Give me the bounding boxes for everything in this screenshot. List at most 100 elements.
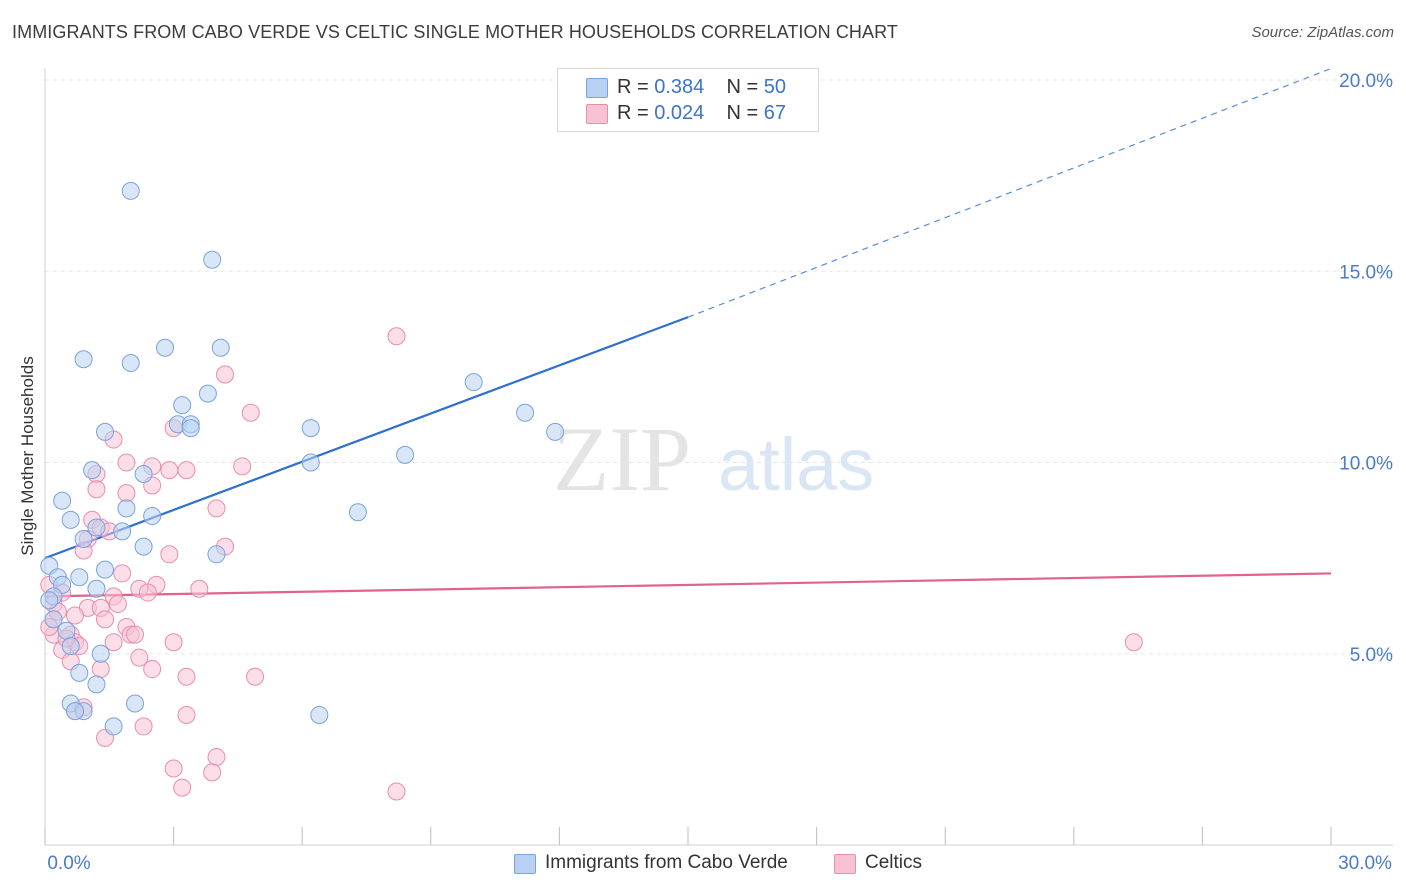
celtics-point: [134, 717, 153, 736]
celtics-point: [91, 660, 110, 679]
cabo-verde-point: [396, 445, 415, 464]
cabo-verde-point: [134, 537, 153, 556]
cabo-verde-point: [301, 453, 320, 472]
y-tick-label: 5.0%: [1350, 645, 1393, 666]
legend-n-label: N =: [726, 102, 759, 124]
celtics-point: [233, 457, 252, 476]
cabo-verde-point: [96, 560, 115, 579]
bottom-legend-label: Immigrants from Cabo Verde: [545, 852, 788, 873]
cabo-verde-point: [143, 507, 162, 526]
legend-r-value: 0.384: [654, 76, 705, 98]
cabo-verde-point: [53, 491, 72, 510]
legend-r-value: 0.024: [654, 102, 705, 124]
bottom-legend-swatch-blue: [514, 854, 536, 874]
celtics-point: [138, 583, 157, 602]
celtics-point: [117, 484, 136, 503]
celtics-point: [96, 610, 115, 629]
cabo-verde-point: [546, 422, 565, 441]
legend-n-value: 50: [763, 76, 787, 98]
legend-swatch-pink: [586, 104, 608, 124]
celtics-point: [177, 461, 196, 480]
legend-n-label: N =: [726, 76, 759, 98]
grid-lines: [45, 79, 1393, 655]
y-tick-label: 15.0%: [1339, 262, 1393, 283]
celtics-point: [241, 403, 260, 422]
tick-labels: 5.0% 10.0% 15.0% 20.0% 0.0% 30.0%: [47, 71, 1393, 874]
celtics-point: [160, 545, 179, 564]
celtics-point: [126, 625, 145, 644]
legend-r-label: R =: [617, 102, 649, 124]
y-axis-label: Single Mother Households: [18, 356, 37, 556]
cabo-verde-point: [464, 373, 483, 392]
cabo-verde-point: [66, 702, 85, 721]
cabo-verde-point: [83, 461, 102, 480]
celtics-point: [113, 564, 132, 583]
legend-swatch-blue: [586, 78, 608, 98]
celtics-point: [207, 499, 226, 518]
y-tick-label: 20.0%: [1339, 71, 1393, 92]
cabo-verde-point: [121, 354, 140, 373]
cabo-verde-point: [70, 568, 89, 587]
cabo-verde-point: [310, 705, 329, 724]
trend-line-cabo-verde-extension: [687, 67, 1332, 318]
cabo-verde-point: [70, 663, 89, 682]
bottom-legend-swatch-pink: [834, 854, 856, 874]
cabo-verde-point: [87, 675, 106, 694]
watermark-zip: ZIP: [553, 408, 691, 510]
celtics-point: [104, 633, 123, 652]
celtics-point: [160, 461, 179, 480]
celtics-point: [117, 453, 136, 472]
cabo-verde-point: [74, 530, 93, 548]
cabo-verde-point: [61, 510, 80, 529]
cabo-verde-point: [57, 621, 76, 640]
cabo-verde-point: [44, 610, 63, 629]
watermark-atlas: atlas: [718, 423, 874, 506]
celtics-point: [143, 660, 162, 679]
celtics-point: [130, 648, 149, 667]
cabo-verde-point: [156, 338, 175, 357]
x-tick-label: 0.0%: [47, 853, 90, 874]
cabo-verde-point: [181, 419, 200, 438]
celtics-point: [108, 595, 127, 614]
cabo-verde-point: [211, 338, 230, 357]
celtics-point: [216, 365, 235, 384]
celtics-point: [246, 667, 265, 686]
y-tick-label: 10.0%: [1339, 454, 1393, 475]
cabo-verde-point: [40, 591, 59, 610]
source-credit: Source: ZipAtlas.com: [1251, 24, 1394, 41]
cabo-verde-point: [198, 384, 217, 403]
celtics-point: [173, 778, 192, 797]
cabo-verde-point: [117, 499, 136, 518]
cabo-verde-point: [134, 464, 153, 483]
cabo-verde-point: [207, 545, 226, 564]
bottom-legend-label: Celtics: [865, 852, 923, 873]
celtics-point: [387, 327, 406, 346]
trend-lines: [44, 67, 1332, 598]
correlation-legend: R = 0.384 N = 50 R = 0.024 N = 67: [557, 68, 819, 132]
cabo-verde-point: [74, 350, 93, 369]
celtics-point: [177, 705, 196, 724]
cabo-verde-point: [203, 250, 222, 269]
celtics-point: [164, 759, 183, 778]
celtics-point: [177, 667, 196, 686]
celtics-point: [387, 782, 406, 801]
celtics-point: [87, 480, 106, 499]
axes: [44, 68, 1393, 846]
cabo-verde-point: [173, 396, 192, 415]
cabo-verde-point: [104, 717, 123, 736]
cabo-verde-point: [61, 637, 80, 656]
cabo-verde-point: [87, 579, 106, 598]
celtics-point: [164, 633, 183, 652]
celtics-point: [66, 606, 85, 625]
celtics-point: [1124, 633, 1143, 652]
cabo-verde-point: [301, 419, 320, 438]
x-tick-label: 30.0%: [1338, 853, 1392, 874]
cabo-verde-point: [516, 403, 535, 422]
celtics-point: [207, 748, 226, 767]
trend-line-celtics: [44, 572, 1332, 598]
cabo-verde-point: [87, 518, 106, 537]
cabo-verde-point: [91, 644, 110, 663]
cabo-verde-point: [96, 422, 115, 441]
celtics-point: [203, 763, 222, 782]
celtics-point: [190, 579, 209, 598]
